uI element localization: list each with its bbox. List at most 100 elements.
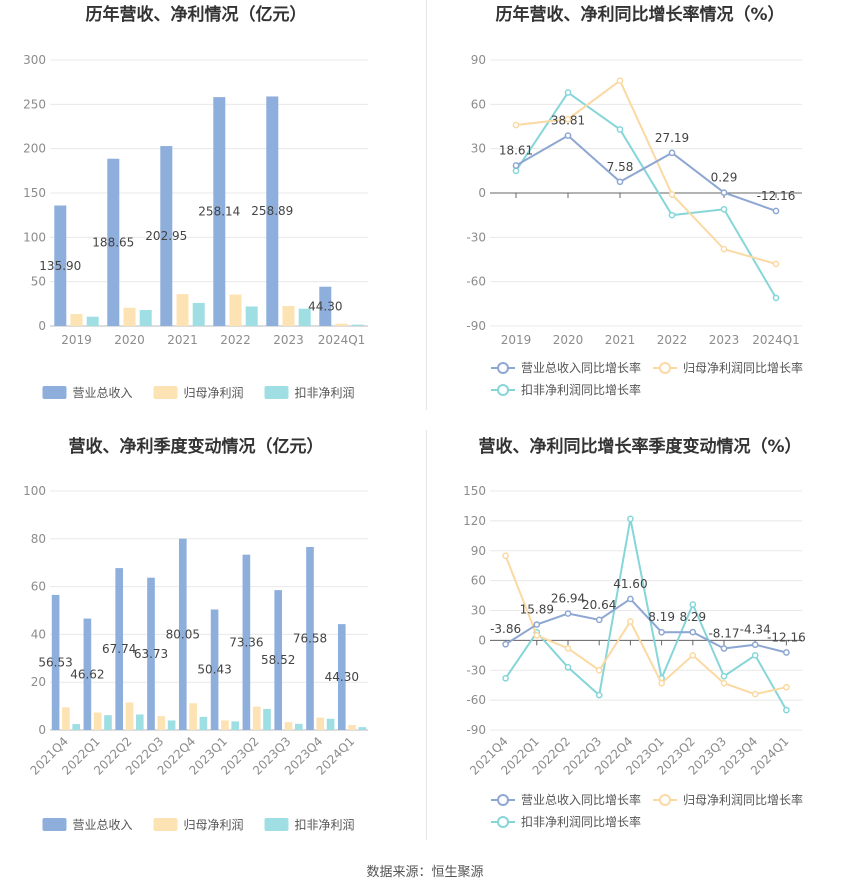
data-point — [668, 149, 676, 157]
chart-title: 营收、净利季度变动情况（亿元） — [69, 436, 324, 457]
bar — [70, 314, 83, 326]
legend-label: 营业总收入 — [73, 386, 133, 400]
data-point — [751, 641, 759, 649]
data-label: 15.89 — [520, 603, 554, 617]
data-point — [502, 552, 509, 560]
bar — [245, 306, 258, 326]
bar — [348, 724, 356, 730]
legend-swatch — [497, 794, 509, 806]
data-label: 63.73 — [134, 647, 168, 661]
data-point — [668, 211, 676, 219]
x-tick-label: 2024Q1 — [318, 333, 366, 347]
data-point — [512, 162, 520, 169]
y-tick-label: 0 — [38, 723, 46, 737]
data-point — [564, 132, 572, 139]
y-tick-label: -60 — [466, 275, 486, 289]
data-point — [751, 651, 759, 659]
bar — [189, 703, 197, 730]
data-point — [564, 115, 572, 123]
data-source-note: 数据来源：恒生聚源 — [366, 865, 484, 880]
data-label: 258.89 — [251, 204, 293, 218]
data-point — [502, 640, 509, 648]
bar — [210, 609, 219, 730]
bar — [337, 624, 346, 730]
data-point — [595, 666, 603, 674]
series-line — [515, 91, 777, 299]
bar — [125, 702, 134, 730]
bar — [306, 546, 314, 730]
bar — [284, 722, 293, 730]
y-tick-label: 60 — [31, 580, 46, 594]
bar — [86, 316, 99, 326]
y-tick-label: 300 — [23, 53, 46, 67]
bar — [93, 712, 102, 730]
bar — [213, 97, 226, 326]
data-label: 76.58 — [293, 631, 327, 645]
legend-swatch — [264, 818, 289, 831]
x-tick-label: 2019 — [501, 333, 532, 347]
data-point — [564, 663, 572, 671]
y-tick-label: 200 — [23, 142, 46, 156]
data-label: 80.05 — [166, 627, 200, 641]
bar — [51, 594, 60, 730]
bar — [115, 568, 124, 730]
x-tick-label: 2023 — [273, 333, 304, 347]
y-tick-label: 50 — [31, 275, 46, 289]
y-tick-label: 30 — [471, 142, 486, 156]
data-label: 41.60 — [613, 577, 647, 591]
x-tick-label: 2024Q1 — [752, 333, 800, 347]
data-point — [783, 706, 790, 714]
data-point — [627, 595, 634, 603]
legend-swatch — [659, 362, 671, 374]
data-label: 44.30 — [308, 299, 342, 313]
data-label: 258.14 — [198, 205, 240, 219]
bar — [104, 715, 112, 730]
data-point — [616, 126, 624, 133]
y-tick-label: 0 — [478, 633, 486, 647]
legend-swatch — [497, 816, 509, 828]
bar — [83, 618, 92, 730]
y-tick-label: 40 — [31, 627, 46, 641]
data-label: 7.58 — [607, 160, 634, 174]
y-tick-label: -60 — [466, 693, 486, 707]
chart-title: 历年营收、净利情况（亿元） — [86, 4, 307, 25]
legend-swatch — [264, 386, 289, 399]
chart-title: 营收、净利同比增长率季度变动情况（%） — [478, 436, 801, 457]
legend-label: 扣非净利润同比增长率 — [521, 814, 641, 829]
bar — [176, 294, 189, 326]
x-tick-label: 2022 — [220, 333, 251, 347]
legend-swatch — [659, 794, 671, 806]
bar — [135, 714, 144, 730]
y-tick-label: 150 — [23, 186, 46, 200]
y-tick-label: 30 — [471, 604, 486, 618]
bar — [282, 306, 295, 326]
bar — [107, 158, 120, 326]
legend-swatch — [153, 386, 178, 399]
bar — [229, 294, 242, 326]
bar — [242, 554, 251, 730]
data-point — [689, 651, 697, 659]
legend-swatch — [42, 386, 67, 399]
bar — [199, 716, 208, 730]
series-line — [504, 518, 788, 711]
bar — [123, 307, 136, 326]
legend-label: 归母净利润同比增长率 — [683, 360, 803, 375]
legend-label: 归母净利润 — [184, 818, 244, 832]
bar — [252, 706, 261, 730]
y-tick-label: -90 — [466, 319, 486, 333]
data-label: 46.62 — [70, 667, 104, 681]
data-point — [751, 690, 759, 698]
data-label: -4.34 — [740, 623, 771, 637]
series-line — [515, 134, 777, 212]
y-tick-label: 100 — [23, 230, 46, 244]
bar — [298, 308, 311, 326]
data-point — [668, 191, 676, 198]
bar — [54, 205, 67, 326]
data-label: 135.90 — [39, 259, 81, 273]
data-label: -8.17 — [708, 627, 739, 641]
data-label: 188.65 — [92, 235, 134, 249]
data-point — [533, 632, 541, 639]
y-tick-label: -30 — [466, 663, 486, 677]
legend-label: 扣非净利润 — [295, 818, 355, 832]
data-point — [783, 649, 790, 656]
